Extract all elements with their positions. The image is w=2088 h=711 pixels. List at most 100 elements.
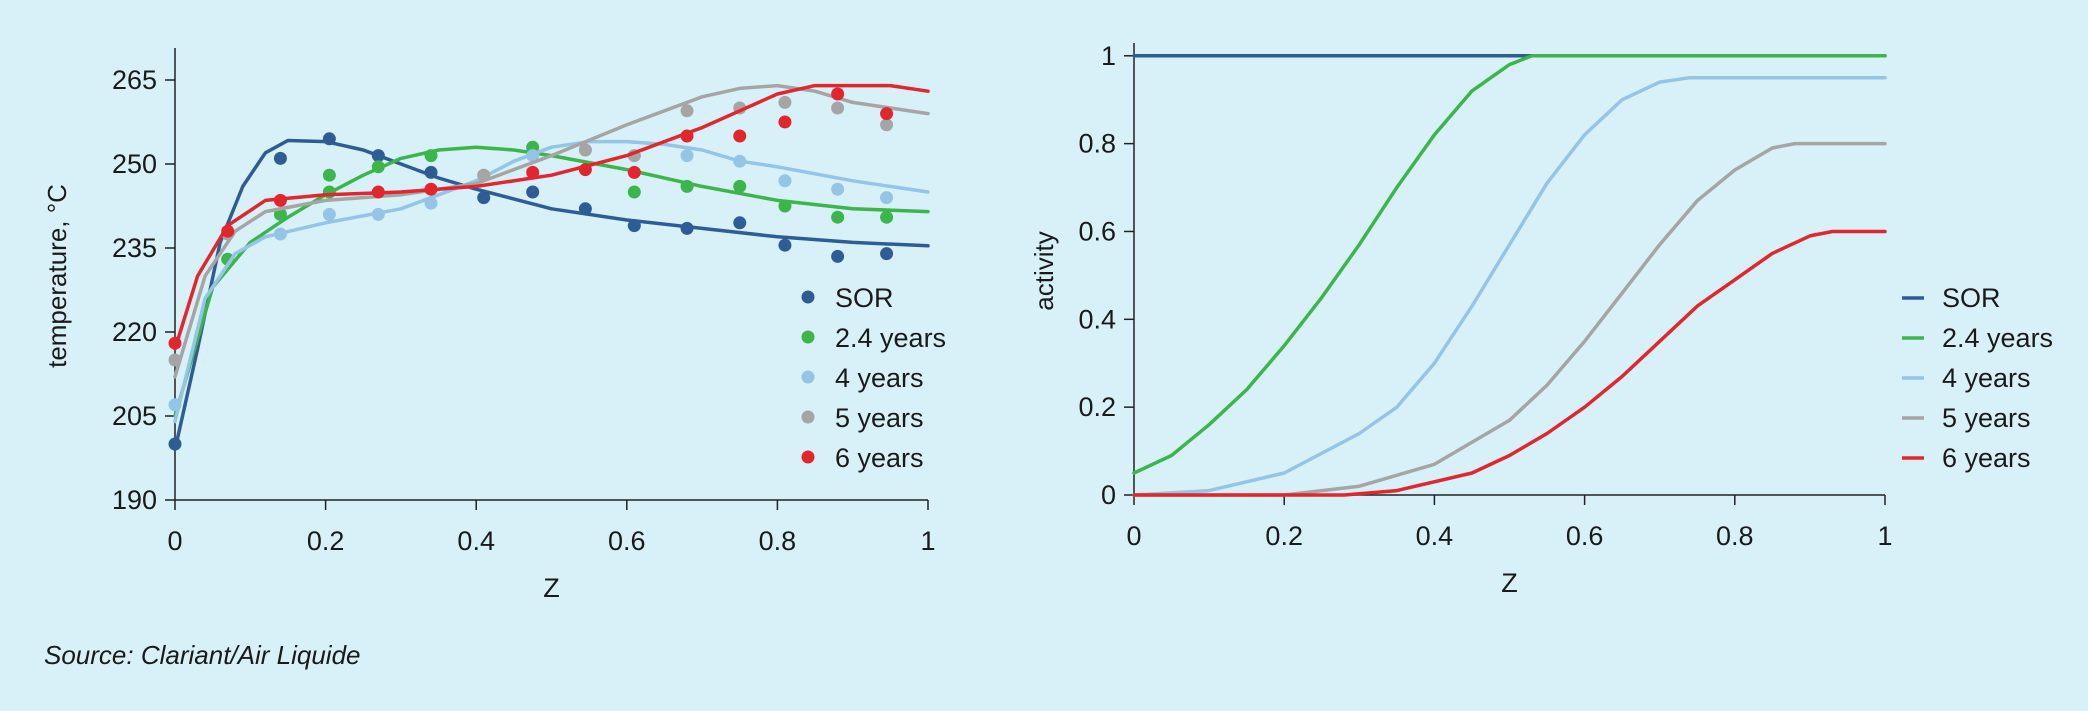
series-4-years-line (173, 139, 930, 424)
legend-label-6-years: 6 years (835, 443, 924, 473)
series-6-years-point (880, 107, 894, 121)
legend-label-4-years: 4 years (1942, 363, 2031, 393)
x-tick-label: 0.8 (759, 526, 797, 556)
series-sor-point (168, 437, 182, 451)
legend-marker-6-years (801, 450, 815, 464)
source-caption: Source: Clariant/Air Liquide (44, 640, 361, 670)
series-4-years-point (322, 207, 336, 221)
series-5-years-point (778, 95, 792, 109)
x-tick-label: 0.8 (1716, 521, 1754, 551)
series-sor-point (680, 221, 694, 235)
x-tick-label: 1 (1877, 521, 1892, 551)
x-tick-label: 0 (167, 526, 182, 556)
series-6-years-point (371, 185, 385, 199)
series-6-years-point (778, 115, 792, 129)
series-sor-point (273, 151, 287, 165)
series-sor-point (424, 165, 438, 179)
series-6-years-point (168, 336, 182, 350)
legend-label-4-years: 4 years (835, 363, 924, 393)
x-tick-label: 0.6 (1566, 521, 1604, 551)
series-sor-point (627, 219, 641, 233)
series-4-years-point (273, 227, 287, 241)
series-2-4-years-point (627, 185, 641, 199)
series-6-years-point (733, 129, 747, 143)
series-2-4-years-point (880, 210, 894, 224)
series-sor-point (526, 185, 540, 199)
series-4-years-point (880, 191, 894, 205)
series-2-4-years-point (831, 210, 845, 224)
series-4-years-point (680, 149, 694, 163)
x-tick-label: 0.2 (1265, 521, 1303, 551)
series-2-4-years-point (778, 199, 792, 213)
series-6-years-point (680, 129, 694, 143)
series-5-years-point (880, 118, 894, 132)
series-6-years-point (526, 165, 540, 179)
series-6-years-line (1132, 229, 1887, 497)
y-tick-label: 0.8 (1078, 129, 1116, 159)
series-sor-point (733, 216, 747, 230)
x-axis-label: Z (543, 573, 560, 603)
series-4-years-point (424, 196, 438, 210)
series-5-years-point (168, 353, 182, 367)
series-2-4-years-point (371, 160, 385, 174)
series-sor-point (831, 249, 845, 263)
series-5-years-point (477, 168, 491, 182)
series-sor-point (322, 132, 336, 146)
y-tick-label: 265 (112, 65, 157, 95)
y-tick-label: 0 (1101, 480, 1116, 510)
x-tick-label: 0 (1126, 521, 1141, 551)
series-4-years-point (371, 207, 385, 221)
legend-label-5-years: 5 years (835, 403, 924, 433)
series-6-years-point (424, 182, 438, 196)
series-6-years-point (273, 193, 287, 207)
y-tick-label: 1 (1101, 41, 1116, 71)
series-6-years-point (627, 165, 641, 179)
series-5-years-point (578, 143, 592, 157)
y-tick-label: 0.2 (1078, 392, 1116, 422)
series-4-years-point (733, 154, 747, 168)
series-4-years-point (168, 398, 182, 412)
series-2-4-years-point (322, 168, 336, 182)
series-sor-point (880, 247, 894, 261)
series-5-years-line (1132, 141, 1887, 497)
series-sor-point (477, 191, 491, 205)
x-tick-label: 0.6 (608, 526, 646, 556)
legend-marker-4-years (801, 370, 815, 384)
temperature-chart: 190 205 220 235 250 265 0 0.2 0.4 0.6 0.8 1 Ztempera… (42, 48, 946, 603)
y-tick-label: 190 (112, 485, 157, 515)
x-tick-label: 0.4 (1416, 521, 1454, 551)
legend-label-sor: SOR (835, 283, 894, 313)
legend-label-6-years: 6 years (1942, 443, 2031, 473)
series-sor-line (173, 138, 930, 452)
legend-label-2-4-years: 2.4 years (1942, 323, 2053, 353)
legend-label-sor: SOR (1942, 283, 2001, 313)
y-tick-label: 250 (112, 149, 157, 179)
y-tick-label: 205 (112, 401, 157, 431)
series-4-years-point (831, 182, 845, 196)
series-5-years-point (680, 104, 694, 118)
y-tick-label: 0.6 (1078, 216, 1116, 246)
legend-marker-5-years (801, 410, 815, 424)
series-6-years-point (221, 224, 235, 238)
series-sor-point (578, 202, 592, 216)
x-axis-label: Z (1501, 568, 1518, 598)
series-2-4-years-line (173, 145, 930, 418)
series-6-years-point (831, 87, 845, 101)
y-axis-label: activity (1029, 231, 1059, 310)
y-tick-label: 235 (112, 233, 157, 263)
legend-label-5-years: 5 years (1942, 403, 2031, 433)
series-2-4-years-point (680, 179, 694, 193)
series-sor-point (778, 238, 792, 252)
series-4-years-point (778, 174, 792, 188)
x-tick-label: 0.2 (307, 526, 345, 556)
series-2-4-years-point (424, 149, 438, 163)
series-2-4-years-line (1132, 54, 1887, 475)
x-tick-label: 0.4 (457, 526, 495, 556)
y-tick-label: 220 (112, 317, 157, 347)
y-tick-label: 0.4 (1078, 304, 1116, 334)
series-6-years-point (578, 163, 592, 177)
series-4-years-point (526, 149, 540, 163)
series-4-years-line (1132, 75, 1887, 497)
y-axis-label: temperature, °C (42, 184, 72, 368)
